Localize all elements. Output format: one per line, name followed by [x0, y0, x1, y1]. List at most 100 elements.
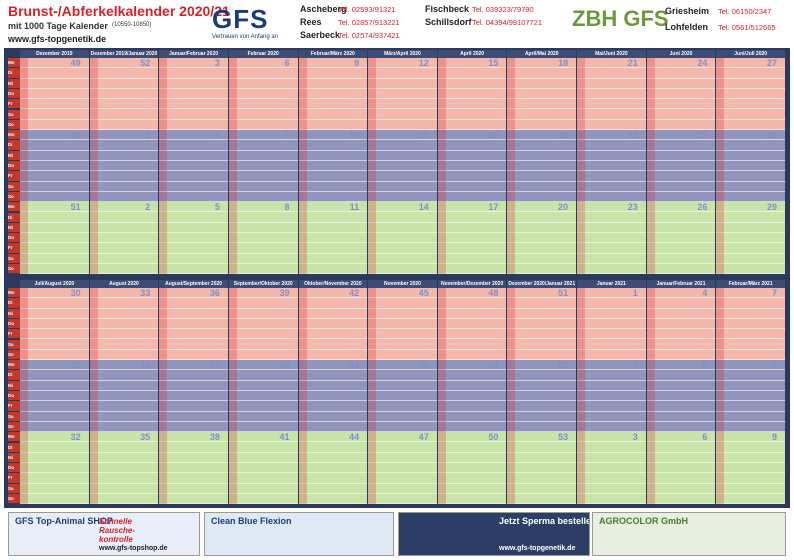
day-row — [368, 370, 437, 381]
day-row — [368, 202, 437, 213]
day-row — [159, 212, 228, 223]
day-row — [716, 151, 785, 161]
day-row — [507, 120, 577, 131]
day-row — [437, 473, 507, 484]
week-band: 3 — [577, 432, 647, 505]
day-row — [228, 340, 298, 350]
week-band: 3 — [159, 58, 229, 131]
day-row — [716, 212, 785, 223]
week-band: 29 — [716, 202, 786, 275]
day-row — [368, 422, 437, 433]
day-row — [89, 99, 159, 110]
day-row — [298, 329, 368, 340]
day-row — [89, 442, 159, 453]
day-row — [507, 171, 577, 182]
weekday-label: Mo — [8, 130, 20, 141]
month-header: Januar 2021 — [577, 280, 647, 288]
day-row — [159, 120, 228, 131]
day-row — [577, 202, 646, 213]
day-row — [368, 381, 437, 391]
day-row — [20, 494, 89, 505]
day-row — [716, 192, 785, 203]
day-row — [89, 212, 159, 223]
day-row — [368, 254, 437, 264]
day-row — [507, 381, 577, 391]
day-row — [20, 99, 89, 110]
week-number: 7 — [771, 288, 777, 298]
day-number-strip — [437, 202, 446, 275]
day-row — [716, 463, 785, 474]
week-band: 45 — [368, 288, 438, 361]
day-row — [89, 110, 159, 120]
day-row — [228, 484, 298, 494]
day-row — [437, 171, 507, 182]
day-row — [368, 130, 437, 141]
day-row — [298, 360, 368, 371]
day-row — [89, 484, 159, 494]
day-row — [437, 192, 507, 203]
day-row — [577, 350, 646, 361]
day-number-strip — [646, 130, 655, 203]
week-band: 19 — [507, 130, 578, 203]
day-row — [716, 288, 785, 299]
week-number: 8 — [771, 360, 777, 371]
weekday-label: So — [8, 349, 20, 361]
day-row — [368, 473, 437, 484]
day-row — [716, 79, 785, 89]
day-row — [159, 264, 228, 275]
week-band: 46 — [368, 360, 438, 433]
day-number-strip — [646, 288, 655, 361]
week-number: 38 — [209, 432, 220, 443]
day-row — [20, 192, 89, 203]
day-row — [646, 360, 716, 371]
day-row — [159, 202, 228, 213]
day-row — [716, 202, 785, 213]
day-row — [577, 233, 646, 244]
week-band: 37 — [159, 360, 229, 433]
weekday-label: Di — [8, 140, 20, 151]
day-number-strip — [89, 288, 98, 361]
day-row — [646, 340, 716, 350]
week-number: 48 — [488, 288, 499, 298]
day-row — [20, 473, 89, 484]
day-row — [298, 254, 368, 264]
title: Brunst-/Abferkelkalender 2020/21 — [8, 3, 230, 19]
day-row — [577, 120, 646, 131]
day-row — [646, 329, 716, 340]
day-row — [646, 432, 716, 443]
day-row — [437, 140, 507, 151]
day-row — [228, 99, 298, 110]
day-row — [20, 319, 89, 330]
month-header: Juli/August 2020 — [20, 280, 90, 288]
day-row — [20, 381, 89, 391]
day-row — [298, 140, 368, 151]
day-row — [159, 223, 228, 234]
day-row — [89, 254, 159, 264]
week-band: 11 — [298, 202, 369, 275]
weekday-label: Mo — [8, 58, 20, 69]
day-row — [368, 309, 437, 319]
day-row — [577, 463, 646, 474]
day-number-strip — [716, 288, 725, 361]
week-band: 17 — [437, 202, 508, 275]
day-row — [577, 79, 646, 89]
week-number: 21 — [627, 58, 638, 68]
day-row — [507, 254, 577, 264]
day-row — [437, 350, 507, 361]
day-row — [577, 151, 646, 161]
day-number-strip — [437, 130, 446, 203]
contact-tel: Tel. 02857/913221 — [338, 18, 400, 27]
day-row — [20, 161, 89, 172]
week-band: 32 — [20, 432, 90, 505]
day-row — [437, 442, 507, 453]
day-row — [646, 254, 716, 264]
day-number-strip — [507, 288, 516, 361]
day-row — [20, 182, 89, 192]
day-number-strip — [89, 432, 98, 505]
week-number: 11 — [349, 202, 360, 213]
month-header: November 2020 — [368, 280, 438, 288]
day-row — [368, 340, 437, 350]
day-row — [89, 288, 159, 299]
day-row — [159, 171, 228, 182]
day-row — [20, 442, 89, 453]
